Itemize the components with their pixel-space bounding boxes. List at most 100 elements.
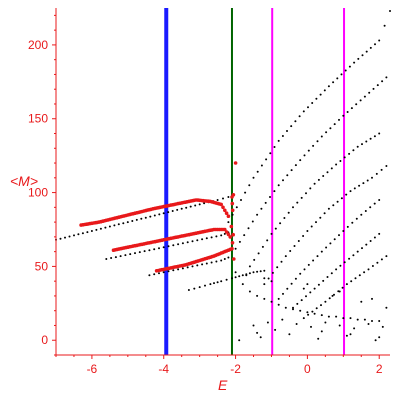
series-1-curve-6-point-28 [369,137,372,140]
series-1-curve-7-point-10 [306,230,309,232]
series-1-curve-0-point-28 [180,207,183,210]
series-1-curve-1-point-6 [134,252,136,255]
series-1-scatter-point-14 [342,317,345,320]
series-1-curve-1-point-17 [186,241,189,244]
series-1-curve-3-point-10 [234,276,237,279]
series-1-curve-1-point-14 [172,244,175,247]
series-1-curve-2-point-14 [215,260,218,263]
series-1-scatter-point-24 [310,325,312,328]
series-1-curve-5-point-0 [234,247,237,250]
series-0-curve-0-point-80 [223,208,227,213]
series-1-scatter-point-16 [356,318,359,321]
series-1-scatter-point-36 [234,271,237,274]
series-1-curve-4-point-9 [265,158,268,161]
series-1-curve-5-point-30 [363,95,366,98]
series-0-curve-1-point-62 [223,227,227,232]
series-1-curve-2-point-3 [162,271,165,274]
series-1-curve-6-point-19 [330,167,333,170]
series-1-scatter-point-9 [306,311,309,314]
series-1-curve-9-point-8 [326,276,329,278]
series-1-curve-4-point-35 [374,43,376,46]
series-1-curve-2-point-17 [227,256,230,259]
series-1-curve-6-point-24 [352,149,355,152]
series-1-curve-9-point-2 [300,299,303,302]
series-1-curve-0-point-38 [227,196,230,198]
series-1-curve-1-point-20 [201,238,204,241]
series-1-curve-6-point-14 [309,187,312,190]
series-1-curve-7-point-8 [297,240,300,242]
series-1-curve-4-point-10 [269,152,272,155]
series-1-scatter-point-35 [374,339,377,342]
series-1-curve-5-point-17 [307,149,310,152]
series-1-curve-7-point-6 [289,250,292,252]
series-1-scatter-point-10 [313,312,316,315]
series-1-curve-7-point-3 [276,266,279,269]
x-tick-label-2: 2 [376,362,383,376]
series-1-scatter-point-20 [252,324,255,327]
series-1-curve-8-point-13 [333,238,336,241]
series-1-curve-1-point-3 [119,255,122,258]
series-1-curve-0-point-22 [153,214,156,217]
series-1-curve-6-point-7 [279,222,282,225]
series-1-curve-5-point-15 [299,159,302,162]
series-1-curve-7-point-19 [345,193,348,196]
series-1-scatter-point-30 [238,339,241,342]
series-1-curve-6-point-3 [261,245,264,248]
series-1-curve-6-point-15 [313,182,316,185]
series-1-curve-10-point-6 [328,297,331,300]
series-1-curve-6-point-13 [305,192,307,195]
series-1-curve-3-point-18 [263,269,266,272]
series-1-curve-3-point-12 [241,274,244,277]
series-1-scatter-point-5 [277,303,280,306]
series-1-curve-0-point-31 [194,204,197,207]
series-0-curve-2-point-42 [230,246,234,251]
x-tick-label--4: -4 [158,362,169,376]
x-tick-label-0: 0 [304,362,311,376]
series-1-curve-5-point-7 [264,201,267,204]
series-1-curve-0-point-23 [158,213,161,216]
series-1-curve-4-point-19 [307,106,309,109]
series-1-curve-1-point-18 [191,240,194,243]
series-1-curve-0-point-20 [144,216,147,219]
series-1-curve-4-point-23 [323,89,326,92]
series-1-curve-1-point-16 [181,242,184,245]
series-1-curve-2-point-8 [186,266,189,269]
series-1-curve-4-point-18 [302,110,305,113]
series-1-curve-2-point-2 [158,272,160,275]
series-1-curve-8-point-23 [378,199,381,201]
series-1-curve-2-point-0 [148,274,151,277]
series-1-curve-8-point-18 [355,217,358,220]
series-0-curve-3-point-3 [231,232,235,237]
series-1-curve-7-point-9 [302,235,305,237]
series-1-curve-9-point-10 [335,268,338,271]
series-1-curve-3-point-0 [187,289,190,291]
series-1-curve-5-point-31 [368,91,371,94]
series-1-curve-8-point-15 [342,230,345,232]
series-1-scatter-point-7 [292,308,294,311]
series-1-curve-8-point-7 [307,263,310,266]
series-1-curve-5-point-22 [329,127,332,130]
series-1-curve-2-point-9 [191,265,194,268]
series-1-curve-10-point-5 [324,300,327,303]
series-1-curve-8-point-9 [316,255,319,258]
series-1-curve-4-point-22 [319,93,322,96]
series-1-curve-2-point-10 [196,264,199,267]
series-1-scatter-point-45 [320,330,323,333]
series-1-curve-1-point-8 [143,250,146,253]
series-black-points [55,10,391,342]
series-1-curve-9-point-3 [305,295,307,298]
series-1-curve-4-point-7 [256,170,259,173]
series-1-scatter-point-41 [360,300,363,303]
series-1-curve-8-point-1 [282,292,284,295]
series-1-curve-4-point-3 [240,199,242,201]
series-1-curve-0-point-5 [77,233,80,236]
series-1-curve-5-point-24 [338,118,340,121]
series-1-curve-8-point-4 [294,277,297,280]
series-1-curve-5-point-26 [346,111,349,113]
series-1-curve-3-point-9 [231,277,233,280]
series-1-curve-7-point-5 [284,255,287,258]
series-1-curve-0-point-9 [95,228,98,231]
series-1-curve-0-point-11 [104,226,107,229]
series-1-curve-1-point-23 [215,235,218,238]
series-0-curve-3-point-6 [229,224,234,229]
